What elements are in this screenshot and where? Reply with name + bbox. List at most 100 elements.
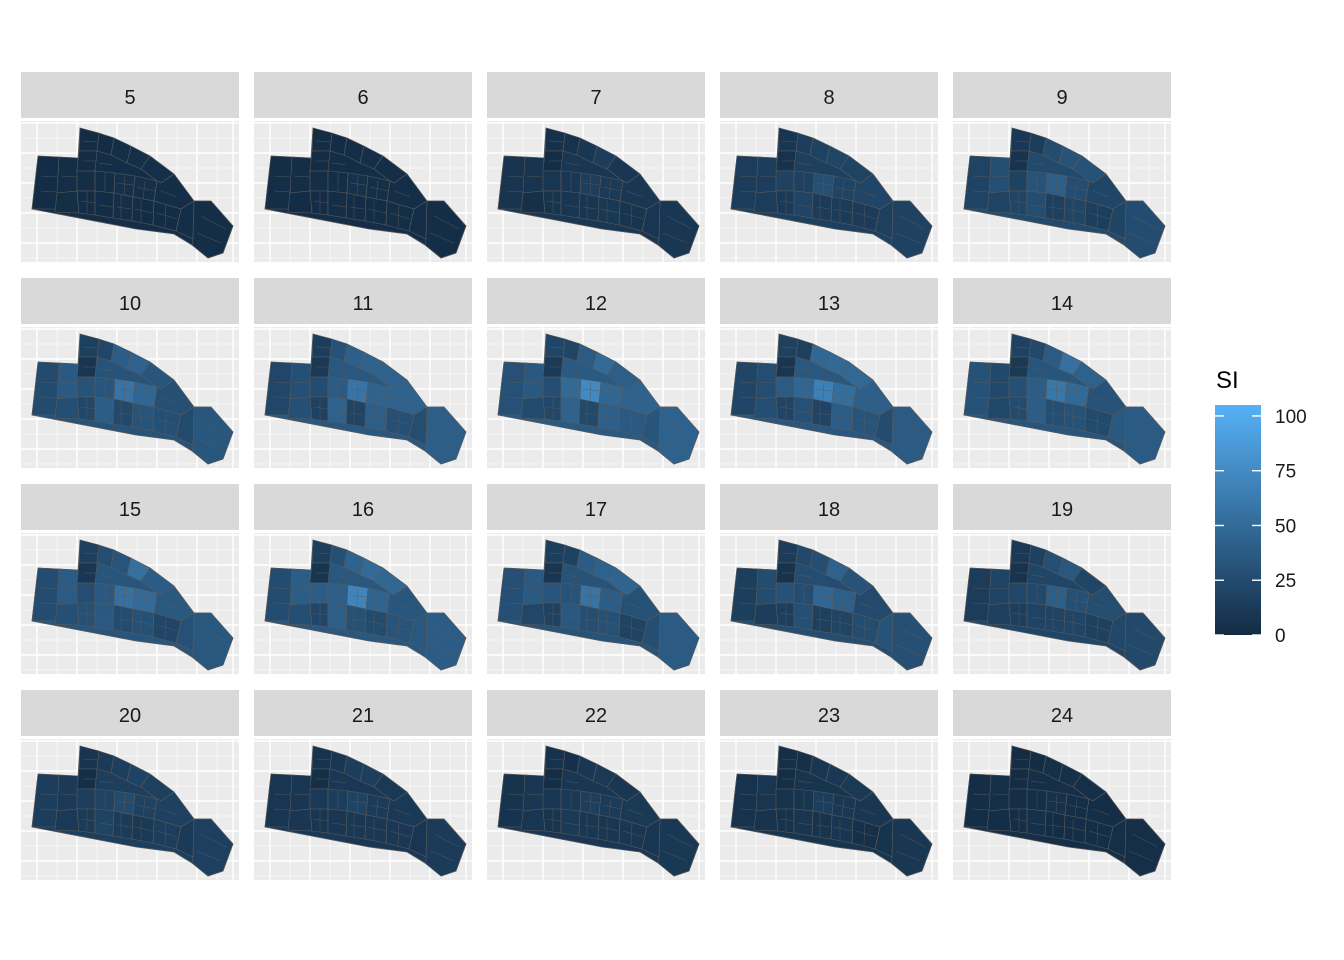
facet-strip — [953, 484, 1171, 530]
district-boundaries — [506, 552, 693, 656]
district-cell — [1026, 602, 1047, 631]
facet-region-map — [497, 333, 700, 465]
district-cell — [56, 568, 79, 606]
district-cell — [520, 808, 546, 832]
district-boundaries — [273, 758, 460, 862]
facet-region-map — [497, 127, 700, 259]
facet-region-map — [264, 539, 467, 671]
district-boundaries — [273, 140, 460, 244]
district-boundaries — [972, 758, 1159, 862]
facet-title: 7 — [590, 87, 601, 109]
facet-region-map — [730, 333, 933, 465]
district-cell — [345, 192, 367, 222]
district-cell — [890, 818, 933, 877]
district-cell — [811, 604, 833, 634]
facet-region-map — [264, 333, 467, 465]
district-cell — [542, 170, 562, 192]
facet-title: 18 — [818, 499, 840, 521]
district-cell — [890, 200, 933, 259]
district-cell — [112, 192, 134, 222]
district-cell — [1008, 582, 1028, 604]
district-boundaries — [506, 346, 693, 450]
district-cell — [578, 192, 600, 222]
district-cell — [76, 190, 96, 216]
facet-strip — [487, 278, 705, 324]
district-cell — [775, 170, 795, 192]
facet-strip — [254, 690, 472, 736]
facet-region-map — [264, 127, 467, 259]
district-cell — [775, 602, 795, 628]
legend-colorbar — [1215, 405, 1261, 635]
district-cell — [76, 788, 96, 810]
legend-tick-label: 25 — [1275, 571, 1296, 592]
district-cell — [94, 396, 115, 425]
district-cell — [542, 376, 562, 398]
district-cell — [542, 808, 562, 834]
facet-region-map — [497, 539, 700, 671]
district-cell — [309, 788, 329, 810]
facet-title: 11 — [353, 293, 374, 315]
district-cell — [988, 156, 1011, 194]
facet-title: 8 — [823, 87, 834, 109]
district-cell — [578, 398, 600, 428]
district-cell — [793, 190, 814, 219]
district-cell — [424, 818, 467, 877]
district-cell — [793, 808, 814, 837]
facet-region-map — [31, 745, 234, 877]
district-cell — [775, 582, 795, 604]
district-cell — [988, 774, 1011, 812]
district-cell — [76, 808, 96, 834]
district-cell — [287, 602, 313, 626]
facet-title: 16 — [352, 499, 374, 521]
facet-strip — [21, 690, 239, 736]
district-cell — [890, 612, 933, 671]
facet-panel-24: 24 — [953, 690, 1171, 880]
district-boundaries — [739, 758, 926, 862]
facet-region-map — [31, 127, 234, 259]
facet-strip — [487, 484, 705, 530]
facet-region-map — [963, 333, 1166, 465]
district-cell — [287, 396, 313, 420]
district-cell — [112, 398, 134, 428]
facet-region-map — [730, 539, 933, 671]
district-cell — [94, 808, 115, 837]
facet-title: 5 — [124, 87, 135, 109]
facet-title: 12 — [585, 293, 607, 315]
district-cell — [1026, 396, 1047, 425]
district-cell — [327, 396, 348, 425]
district-cell — [327, 602, 348, 631]
district-cell — [578, 810, 600, 840]
legend-tick-label: 50 — [1275, 516, 1296, 537]
district-cell — [1044, 604, 1066, 634]
district-cell — [309, 376, 329, 398]
facet-title: 9 — [1056, 87, 1067, 109]
facet-strip — [953, 278, 1171, 324]
district-cell — [76, 170, 96, 192]
facet-panel-19: 19 — [953, 484, 1171, 674]
facet-panel-7: 7 — [487, 72, 705, 262]
facet-strip — [487, 690, 705, 736]
district-cell — [578, 604, 600, 634]
facet-title: 15 — [119, 499, 141, 521]
district-cell — [1008, 808, 1028, 834]
district-boundaries — [972, 140, 1159, 244]
district-cell — [54, 602, 80, 626]
district-cell — [287, 808, 313, 832]
district-cell — [986, 808, 1012, 832]
district-cell — [94, 190, 115, 219]
facet-grid: 5 6 7 8 9 10 11 12 13 14 15 16 17 18 19 20 21 22 23 24 — [21, 72, 1171, 880]
facet-region-map — [730, 127, 933, 259]
district-boundaries — [506, 140, 693, 244]
district-cell — [309, 190, 329, 216]
district-cell — [1008, 396, 1028, 422]
district-cell — [345, 604, 367, 634]
district-cell — [560, 602, 581, 631]
facet-title: 17 — [585, 499, 607, 521]
district-boundaries — [40, 758, 227, 862]
district-cell — [986, 602, 1012, 626]
district-boundaries — [40, 552, 227, 656]
district-cell — [986, 190, 1012, 214]
district-cell — [522, 568, 545, 606]
district-cell — [793, 602, 814, 631]
